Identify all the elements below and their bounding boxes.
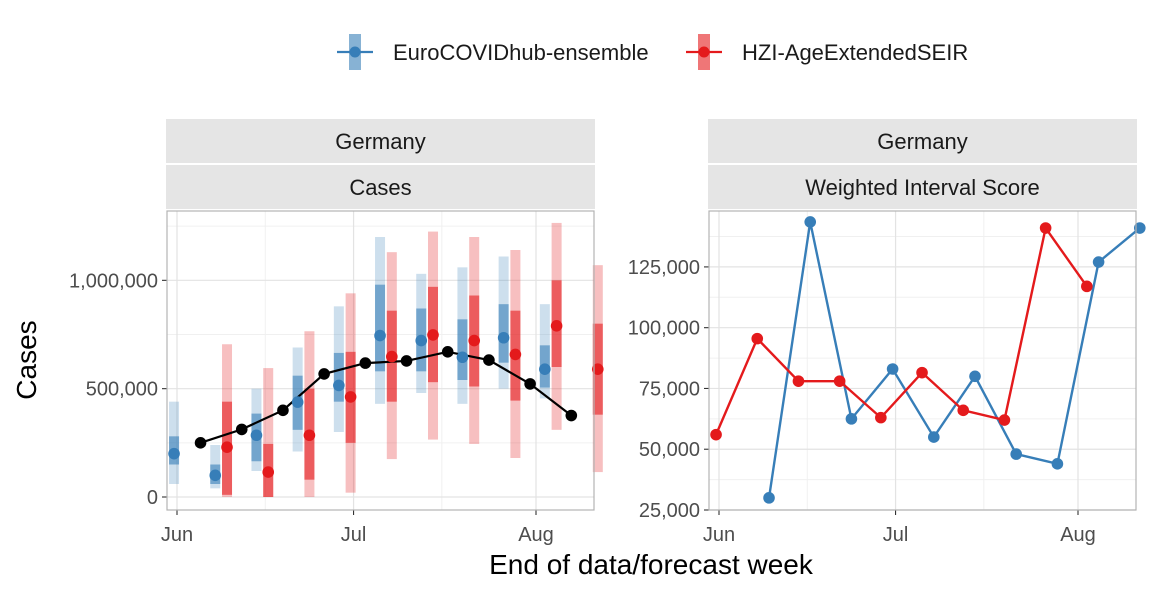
observed-point <box>565 409 578 422</box>
median-point-seir <box>550 320 563 332</box>
series-seir <box>710 222 1093 441</box>
series-observed <box>194 346 578 449</box>
panel-border <box>166 210 595 511</box>
strip-target-label: Weighted Interval Score <box>805 175 1039 200</box>
median-point-ensemble <box>374 329 386 342</box>
median-point-ensemble <box>333 379 345 392</box>
x-tick-label: Jul <box>883 524 909 546</box>
y-tick-label: 100,000 <box>628 318 700 340</box>
wis-point-seir <box>1081 280 1093 293</box>
panel-wis: 25,000 50,000 75,000 100,000 125,000 Jun Jul Au… <box>628 210 1146 546</box>
x-tick-label: Jun <box>161 524 193 546</box>
strip-target <box>708 165 1137 209</box>
observed-point <box>524 378 536 390</box>
y-tick-label: 500,000 <box>86 379 158 401</box>
median-point-ensemble <box>415 334 428 347</box>
median-point-seir <box>427 329 439 341</box>
interval-50-ensemble <box>457 319 468 380</box>
observed-point <box>400 355 413 367</box>
strip-target-label: Cases <box>349 175 411 200</box>
legend-key-ensemble-point <box>349 46 361 58</box>
observed-point <box>318 368 330 380</box>
median-point-ensemble <box>497 331 510 344</box>
y-tick-label: 1,000,000 <box>69 270 158 292</box>
wis-point-seir <box>957 404 970 417</box>
observed-line <box>200 350 572 444</box>
y-tick-label: 75,000 <box>639 378 700 400</box>
observed-point <box>359 357 372 369</box>
interval-50-ensemble <box>333 352 344 402</box>
strip-location <box>166 119 595 163</box>
panel-wis-strips: Germany Weighted Interval Score <box>708 119 1137 209</box>
median-point-seir <box>344 391 357 403</box>
strip-location <box>708 119 1137 163</box>
series-ensemble <box>763 216 1146 504</box>
x-axis-title: End of data/forecast week <box>489 549 814 580</box>
legend-key-seir-point <box>698 46 710 58</box>
x-tick-label: Aug <box>518 524 554 546</box>
x-tick-label: Jul <box>341 524 367 546</box>
wis-point-ensemble <box>1092 256 1105 268</box>
wis-point-ensemble <box>804 216 817 228</box>
wis-point-ensemble <box>928 431 940 443</box>
median-point-ensemble <box>209 469 222 482</box>
wis-point-seir <box>916 366 928 379</box>
wis-point-seir <box>998 414 1011 426</box>
interval-50-ensemble <box>375 284 386 372</box>
interval-90-seir <box>263 368 274 497</box>
legend-key-seir <box>686 34 722 70</box>
observed-point <box>277 404 289 417</box>
median-point-seir <box>221 441 233 453</box>
strip-target <box>166 165 595 209</box>
wis-point-ensemble <box>1010 448 1023 460</box>
median-point-seir <box>509 348 522 361</box>
panel-border <box>708 210 1137 511</box>
median-point-seir <box>468 334 481 347</box>
median-point-ensemble <box>250 429 263 442</box>
median-point-seir <box>262 466 275 478</box>
legend-label-seir: HZI-AgeExtendedSEIR <box>742 40 968 65</box>
y-axis-title: Cases <box>11 320 42 399</box>
wis-point-seir <box>710 428 722 441</box>
strip-location-label: Germany <box>335 129 425 154</box>
panel-background <box>709 211 1136 510</box>
panel-cases: 0 500,000 1,000,000 Jun Jul Aug <box>69 210 604 546</box>
legend-label-ensemble: EuroCOVIDhub-ensemble <box>393 40 649 65</box>
legend-key-ensemble <box>337 34 373 70</box>
median-point-ensemble <box>456 351 469 364</box>
median-point-seir <box>386 350 398 363</box>
observed-point <box>194 437 207 449</box>
wis-point-seir <box>792 375 805 387</box>
observed-point <box>235 423 248 436</box>
wis-point-ensemble <box>886 363 899 375</box>
y-tick-label: 0 <box>147 487 158 509</box>
strip-location-label: Germany <box>877 129 967 154</box>
x-tick-label: Jun <box>703 524 735 546</box>
median-point-ensemble <box>168 447 180 460</box>
observed-point <box>483 354 495 366</box>
wis-point-ensemble <box>1051 458 1064 470</box>
observed-point <box>441 346 454 358</box>
wis-line-ensemble <box>767 221 1141 499</box>
y-tick-label: 125,000 <box>628 257 700 279</box>
median-point-ensemble <box>291 396 304 408</box>
median-point-seir <box>303 429 316 442</box>
wis-point-ensemble <box>763 492 775 504</box>
median-point-ensemble <box>539 363 551 375</box>
y-tick-label: 50,000 <box>639 439 700 461</box>
panel-cases-strips: Germany Cases <box>166 119 595 209</box>
x-tick-label: Aug <box>1060 524 1096 546</box>
wis-line-seir <box>714 225 1088 436</box>
wis-point-seir <box>833 375 846 387</box>
wis-point-ensemble <box>1133 222 1146 234</box>
wis-point-seir <box>875 411 887 424</box>
wis-point-ensemble <box>969 370 981 383</box>
wis-point-ensemble <box>845 413 858 425</box>
wis-point-seir <box>751 332 764 345</box>
wis-point-seir <box>1039 222 1052 234</box>
y-tick-label: 25,000 <box>639 500 700 522</box>
legend: EuroCOVIDhub-ensemble HZI-AgeExtendedSEI… <box>337 34 968 70</box>
median-point-seir <box>591 363 604 375</box>
